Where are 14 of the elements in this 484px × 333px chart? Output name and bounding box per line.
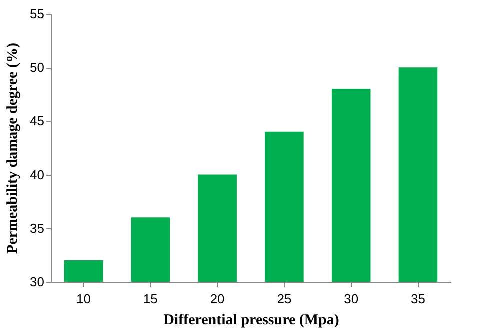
x-axis-title: Differential pressure (Mpa) [164, 312, 340, 328]
y-tick-label: 40 [30, 167, 44, 182]
y-tick-label: 50 [30, 60, 44, 76]
x-tick-label: 10 [76, 292, 92, 306]
y-tick-label: 55 [30, 6, 44, 22]
x-tick-label: 25 [277, 292, 292, 306]
y-axis-title: Permeability damage degree (%) [5, 43, 22, 254]
x-tick-label: 20 [210, 292, 225, 306]
y-tick-label: 30 [30, 274, 44, 290]
x-tick-label: 30 [344, 292, 359, 306]
y-tick-label: 35 [30, 220, 44, 236]
x-tick-label: 35 [410, 292, 426, 306]
y-tick-label: 45 [30, 114, 44, 129]
x-tick-label: 15 [143, 292, 158, 306]
